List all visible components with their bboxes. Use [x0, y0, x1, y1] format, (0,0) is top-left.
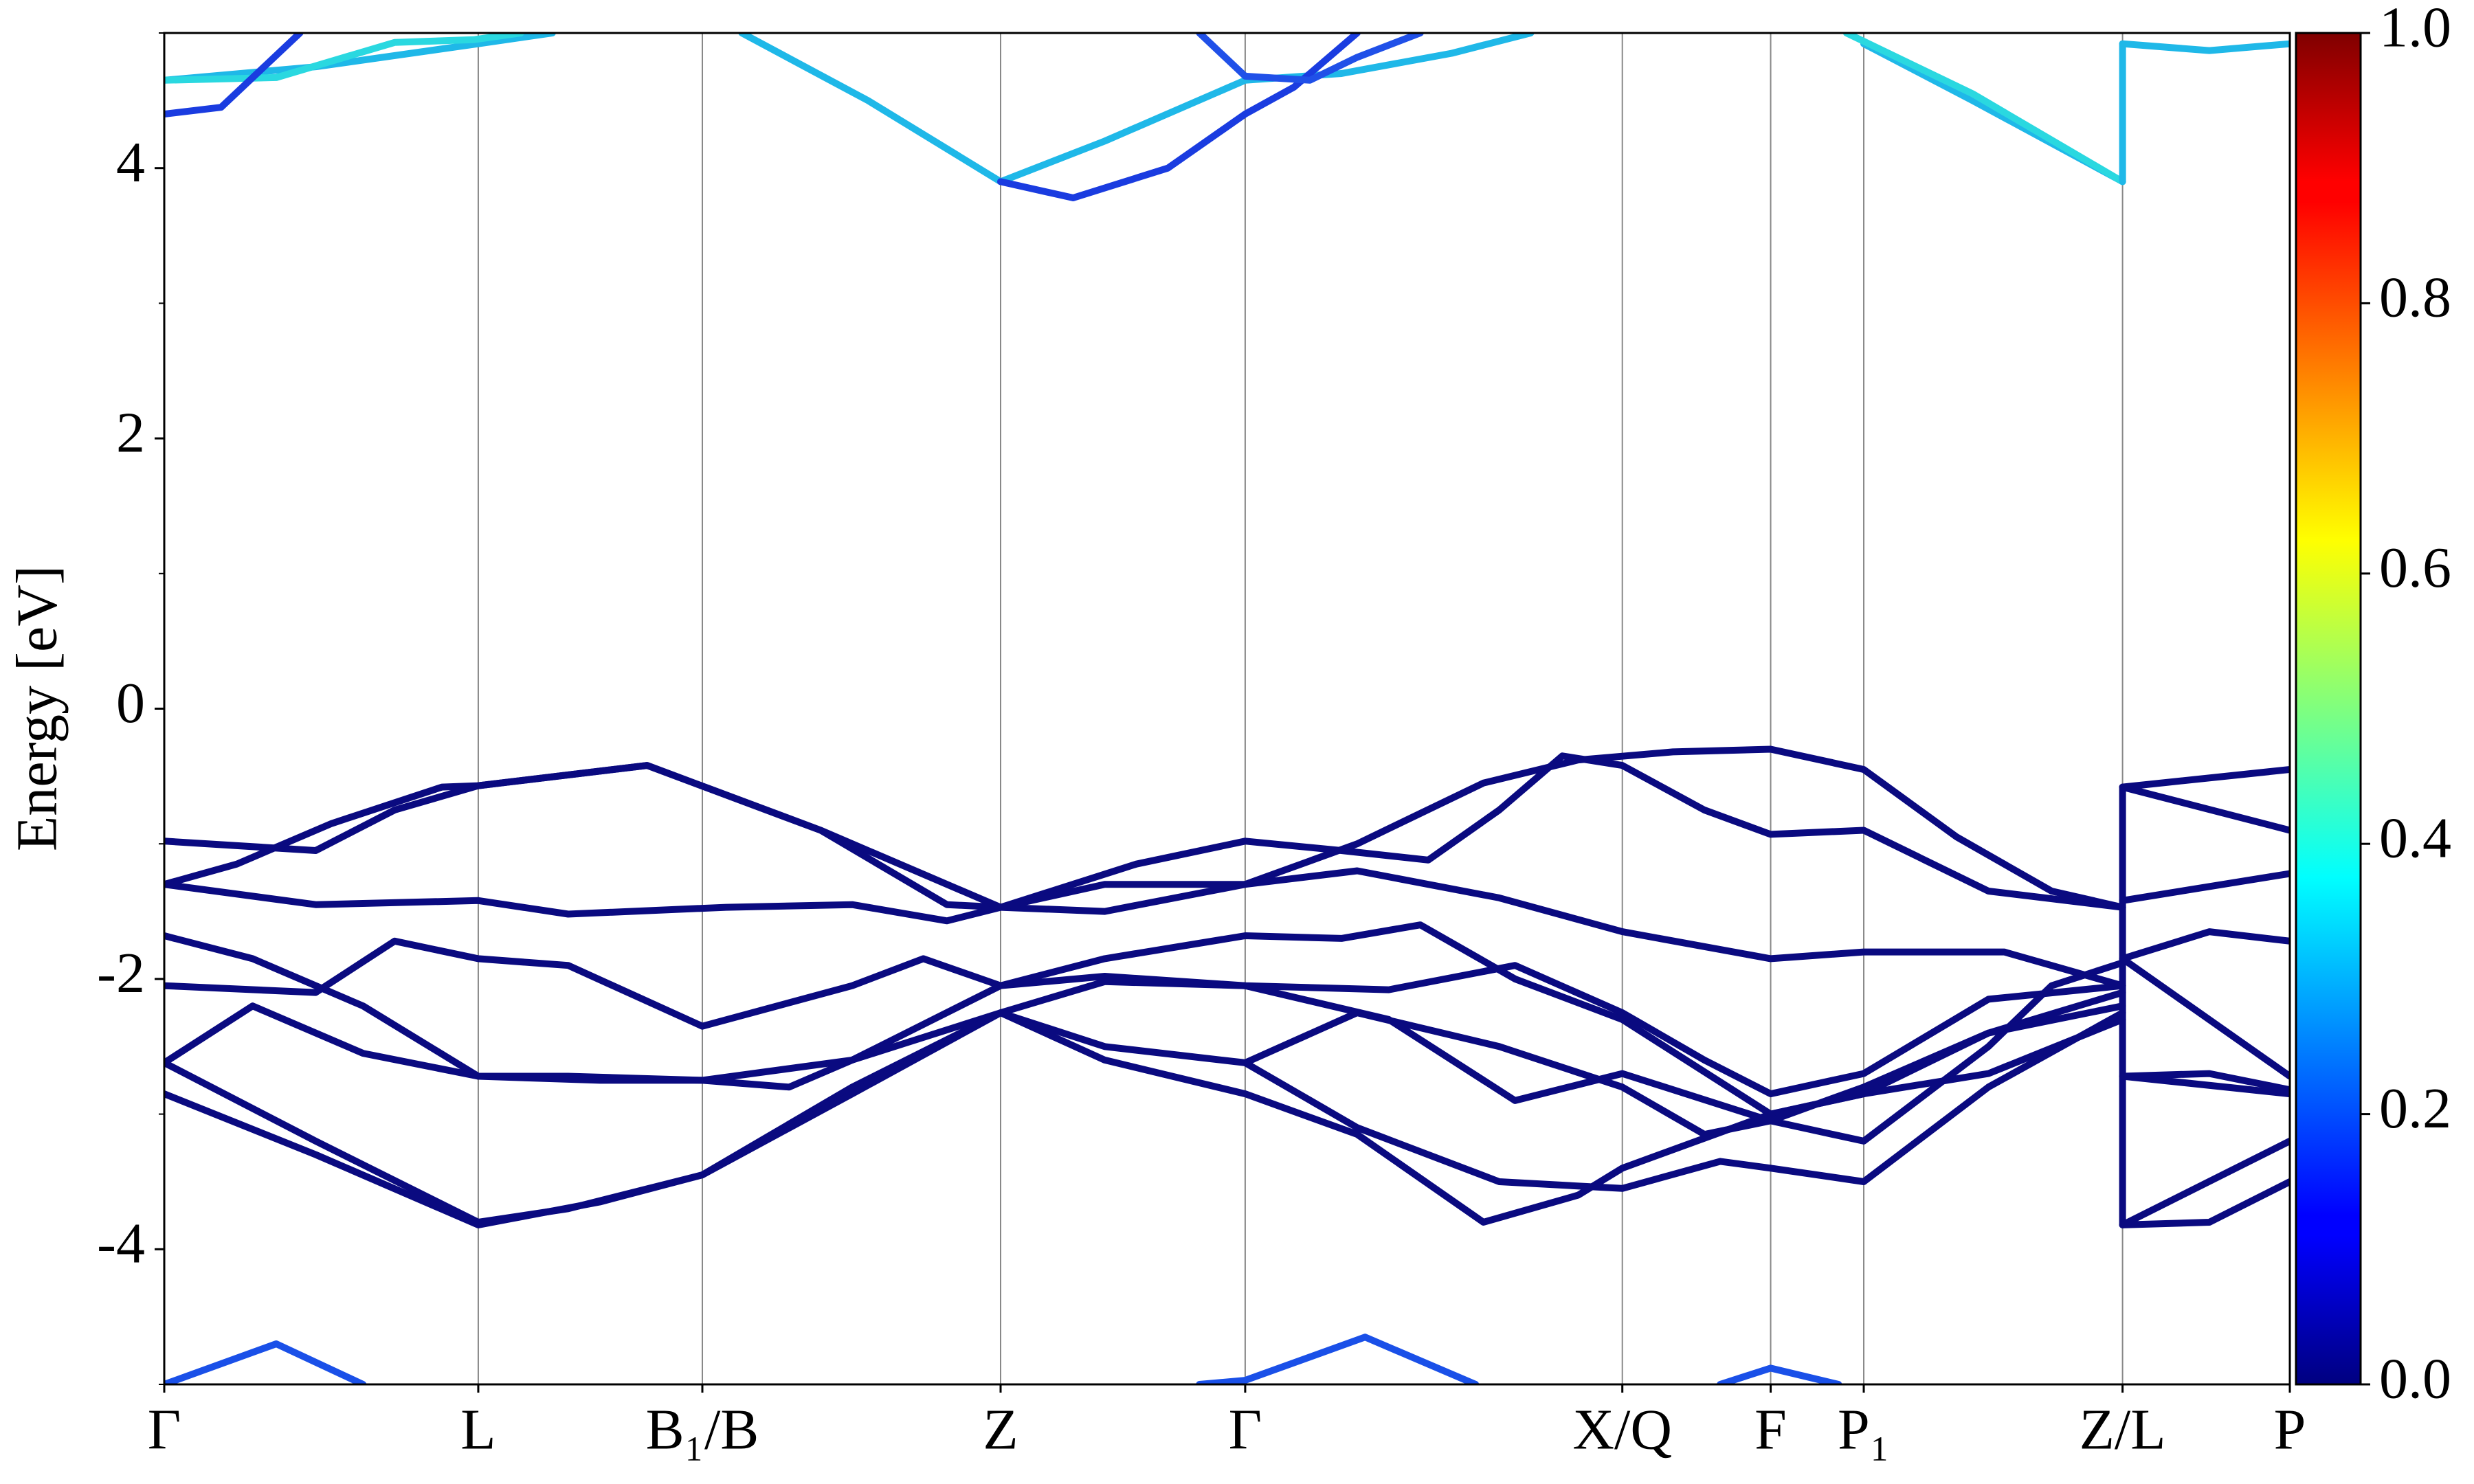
band-line	[2119, 1072, 2290, 1098]
band-line	[1196, 1334, 1480, 1384]
y-tick-label: -2	[97, 941, 145, 1005]
y-tick-label: 4	[116, 131, 145, 194]
band-line	[1842, 33, 2126, 186]
band-line	[1241, 1009, 2126, 1192]
y-tick-label: 0	[116, 671, 145, 735]
band-line	[1196, 33, 1424, 84]
axes: Γ L B₁/B Z Γ X/Q F P₁ Z/L P -4 -2 0 2 4	[97, 32, 2306, 1461]
band-line	[164, 33, 556, 84]
colorbar	[2295, 32, 2362, 1386]
y-tick-label: 2	[116, 401, 145, 464]
x-tick-label: Z	[983, 1397, 1018, 1461]
band-line	[2119, 40, 2290, 54]
band-line	[2119, 928, 2290, 963]
band-line	[164, 937, 2126, 1098]
band-line	[164, 959, 2126, 1145]
colorbar-tick-label: 0.8	[2379, 266, 2451, 330]
colorbar-tick-label: 0.4	[2379, 806, 2451, 870]
band-line	[2119, 1178, 2290, 1228]
band-line	[2119, 955, 2290, 1080]
colorbar-tick-label: 1.0	[2379, 0, 2451, 59]
band-line	[2119, 1070, 2290, 1094]
band-line	[164, 33, 304, 117]
band-line	[164, 867, 2126, 989]
x-tick-label: B₁/B	[646, 1397, 759, 1461]
band-line	[2119, 783, 2290, 834]
x-tick-label: P	[2274, 1397, 2306, 1461]
band-line	[2119, 870, 2290, 904]
colorbar-tick-label: 0.0	[2379, 1347, 2451, 1410]
band-line	[164, 33, 524, 84]
band-line	[2119, 766, 2290, 791]
colorbar-axis: 0.0 0.2 0.4 0.6 0.8 1.0	[2361, 0, 2451, 1410]
x-tick-label: Γ	[1229, 1397, 1262, 1461]
y-tick-label: -4	[97, 1212, 145, 1276]
x-tick-label: X/Q	[1572, 1397, 1672, 1461]
band-line	[738, 33, 1535, 186]
x-tick-label: Γ	[148, 1397, 181, 1461]
colorbar-tick-label: 0.6	[2379, 536, 2451, 600]
band-line	[2119, 1137, 2290, 1228]
bands	[164, 33, 2290, 1384]
x-tick-label: F	[1754, 1397, 1787, 1461]
band-line	[1717, 1364, 1842, 1384]
y-axis-label: Energy [eV]	[5, 565, 69, 851]
x-tick-label: P₁	[1838, 1397, 1890, 1461]
x-tick-label: Z/L	[2080, 1397, 2166, 1461]
colorbar-tick-label: 0.2	[2379, 1077, 2451, 1140]
x-tick-label: L	[460, 1397, 495, 1461]
band-line	[164, 1340, 367, 1384]
